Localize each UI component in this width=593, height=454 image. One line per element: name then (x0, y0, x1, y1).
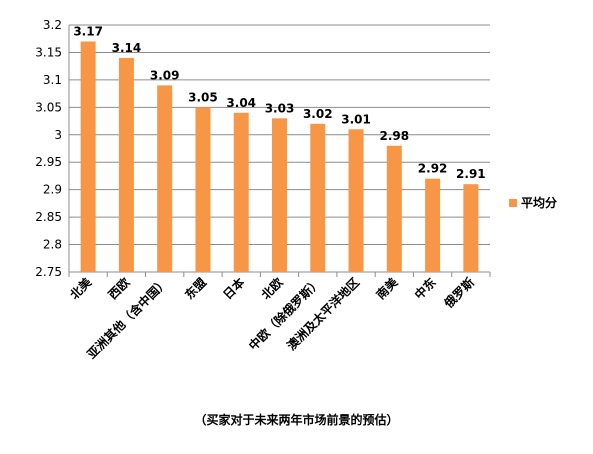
data-label: 3.05 (188, 90, 218, 104)
bar (310, 123, 326, 272)
data-label: 3.02 (303, 107, 333, 121)
data-label: 2.98 (380, 129, 410, 143)
y-tick-label: 3 (54, 128, 62, 142)
data-label: 3.03 (265, 101, 295, 115)
y-tick-label: 3.15 (35, 45, 62, 59)
y-tick-label: 3.2 (43, 18, 62, 32)
category-label: 中欧（除俄罗斯） (245, 275, 323, 353)
y-tick-label: 2.95 (35, 155, 62, 169)
bar (233, 112, 249, 272)
category-label: 澳洲及太平洋地区 (284, 275, 362, 353)
data-label: 2.91 (456, 167, 486, 181)
category-label: 中东 (411, 275, 439, 303)
legend-label: 平均分 (521, 195, 557, 210)
data-label: 3.04 (226, 96, 256, 110)
data-label: 3.14 (112, 41, 142, 55)
y-tick-label: 2.8 (43, 238, 62, 252)
bar (118, 57, 134, 272)
category-label: 日本 (220, 275, 248, 303)
bar (195, 107, 211, 272)
legend-swatch (509, 199, 517, 207)
category-label: 北欧 (258, 275, 286, 303)
bar (80, 41, 96, 272)
category-label: 西欧 (105, 275, 133, 303)
data-label: 3.09 (150, 68, 180, 82)
data-label: 3.17 (73, 24, 103, 38)
y-tick-label: 2.85 (35, 210, 62, 224)
category-label: 北美 (67, 274, 95, 302)
category-label: 俄罗斯 (440, 275, 477, 312)
y-tick-label: 3.1 (43, 73, 62, 87)
category-label: 东盟 (181, 275, 209, 303)
y-tick-label: 2.9 (43, 183, 62, 197)
bar (272, 118, 287, 272)
y-tick-label: 2.75 (35, 265, 62, 279)
chart-caption: （买家对于未来两年市场前景的预估） (194, 413, 399, 427)
data-label: 2.92 (418, 162, 448, 176)
data-label: 3.01 (341, 112, 371, 126)
bar (386, 145, 402, 272)
bar (425, 178, 441, 272)
y-tick-label: 3.05 (35, 100, 62, 114)
bar (463, 184, 479, 272)
category-label: 南美 (373, 274, 401, 302)
bar (348, 129, 364, 272)
bar (157, 85, 173, 272)
